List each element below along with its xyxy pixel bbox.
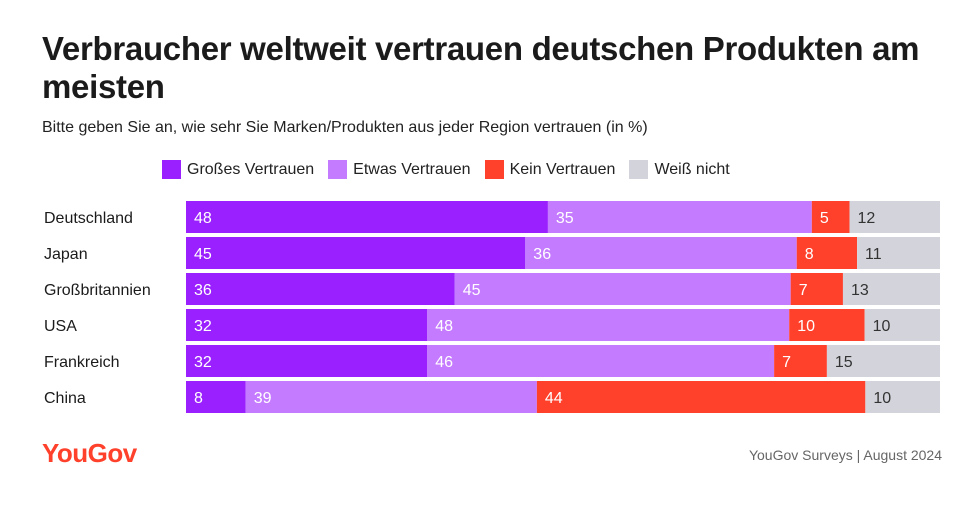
data-label-kein: 7 — [799, 282, 808, 299]
data-label-weiss: 10 — [873, 318, 891, 335]
bar-segment-gross — [186, 237, 526, 269]
data-label-etwas: 48 — [435, 318, 453, 335]
data-label-kein: 7 — [782, 354, 791, 371]
bar-segment-etwas — [427, 345, 775, 377]
category-label: China — [44, 390, 86, 407]
bar-segment-weiss — [849, 201, 940, 233]
stacked-bar-chart: Deutschland 48 35 5 12 Japan 45 36 8 11 Großbritan… — [44, 201, 940, 413]
data-label-etwas: 46 — [435, 354, 453, 371]
data-label-gross: 48 — [194, 210, 212, 227]
bar-segment-kein — [774, 345, 827, 377]
data-label-kein: 8 — [805, 246, 814, 263]
legend-item-gross: Großes Vertrauen — [162, 160, 314, 179]
bar-segment-gross — [186, 309, 428, 341]
data-label-etwas: 39 — [254, 390, 272, 407]
data-label-kein: 5 — [820, 210, 829, 227]
data-label-weiss: 10 — [873, 390, 891, 407]
bar-segment-gross — [186, 201, 548, 233]
bar-segment-weiss — [842, 273, 940, 305]
data-label-etwas: 45 — [463, 282, 481, 299]
legend-label-kein: Kein Vertrauen — [509, 160, 616, 178]
chart-title: Verbraucher weltweit vertrauen deutschen… — [42, 30, 920, 105]
bar-segment-gross — [186, 345, 428, 377]
data-label-gross: 8 — [194, 390, 203, 407]
data-label-weiss: 12 — [858, 210, 876, 227]
category-label: Japan — [44, 246, 88, 263]
data-label-etwas: 35 — [556, 210, 574, 227]
legend-swatch-weiss — [629, 160, 649, 179]
legend: Großes Vertrauen Etwas Vertrauen Kein Ve… — [162, 160, 744, 179]
data-label-weiss: 13 — [851, 282, 869, 299]
bar-segment-kein — [790, 273, 843, 305]
yougov-logo: YouGov — [42, 438, 137, 468]
bar-segment-etwas — [245, 381, 537, 413]
data-label-weiss: 11 — [865, 246, 882, 263]
legend-item-weiss: Weiß nicht — [629, 160, 730, 179]
data-label-gross: 32 — [194, 318, 212, 335]
bar-segment-weiss — [857, 237, 940, 269]
bar-segment-etwas — [525, 237, 797, 269]
category-label: Frankreich — [44, 354, 120, 371]
data-label-kein: 44 — [545, 390, 563, 407]
data-label-gross: 32 — [194, 354, 212, 371]
legend-swatch-kein — [484, 160, 504, 179]
bar-segment-weiss — [865, 381, 940, 413]
legend-label-weiss: Weiß nicht — [654, 160, 730, 178]
data-label-weiss: 15 — [835, 354, 853, 371]
data-label-gross: 45 — [194, 246, 212, 263]
bar-segment-kein — [796, 237, 858, 269]
bar-segment-kein — [536, 381, 866, 413]
legend-label-gross: Großes Vertrauen — [187, 160, 315, 178]
bar-segment-gross — [186, 381, 246, 413]
bar-segment-etwas — [454, 273, 791, 305]
bar-segment-kein — [811, 201, 850, 233]
bar-segment-gross — [186, 273, 455, 305]
legend-item-kein: Kein Vertrauen — [484, 160, 616, 179]
chart-subtitle: Bitte geben Sie an, wie sehr Sie Marken/… — [42, 119, 648, 136]
legend-item-etwas: Etwas Vertrauen — [328, 160, 471, 179]
source-note: YouGov Surveys | August 2024 — [748, 447, 942, 463]
data-label-etwas: 36 — [533, 246, 551, 263]
data-label-gross: 36 — [194, 282, 212, 299]
bar-segment-kein — [789, 309, 865, 341]
bar-segment-etwas — [547, 201, 812, 233]
bar-segment-weiss — [826, 345, 940, 377]
category-label: Großbritannien — [44, 282, 151, 299]
bar-segment-weiss — [864, 309, 940, 341]
legend-swatch-etwas — [328, 160, 348, 179]
legend-label-etwas: Etwas Vertrauen — [353, 160, 471, 178]
bar-segment-etwas — [427, 309, 790, 341]
data-label-kein: 10 — [797, 318, 815, 335]
category-label: USA — [44, 318, 77, 335]
legend-swatch-gross — [162, 160, 181, 179]
category-label: Deutschland — [44, 210, 133, 227]
